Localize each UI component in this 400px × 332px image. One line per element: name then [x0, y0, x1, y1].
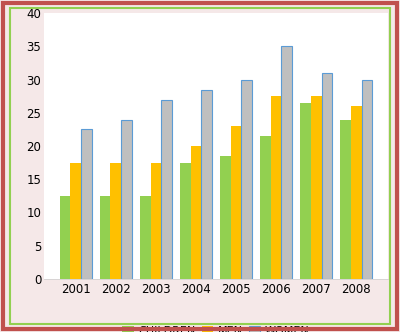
- Bar: [110, 163, 121, 279]
- Bar: [260, 136, 271, 279]
- Bar: [311, 96, 322, 279]
- Bar: [121, 120, 132, 279]
- Bar: [242, 80, 252, 279]
- Legend: CHILDREN, MEN, WOMEN: CHILDREN, MEN, WOMEN: [118, 322, 314, 332]
- Bar: [81, 129, 92, 279]
- Bar: [161, 100, 172, 279]
- Bar: [351, 106, 362, 279]
- Bar: [100, 196, 110, 279]
- Bar: [340, 120, 351, 279]
- Bar: [282, 46, 292, 279]
- Bar: [271, 96, 282, 279]
- Bar: [201, 90, 212, 279]
- Bar: [60, 196, 70, 279]
- Bar: [300, 103, 311, 279]
- Bar: [150, 163, 161, 279]
- Bar: [220, 156, 231, 279]
- Bar: [140, 196, 150, 279]
- Bar: [190, 146, 201, 279]
- Bar: [322, 73, 332, 279]
- Bar: [180, 163, 190, 279]
- Bar: [70, 163, 81, 279]
- Bar: [362, 80, 372, 279]
- Bar: [231, 126, 242, 279]
